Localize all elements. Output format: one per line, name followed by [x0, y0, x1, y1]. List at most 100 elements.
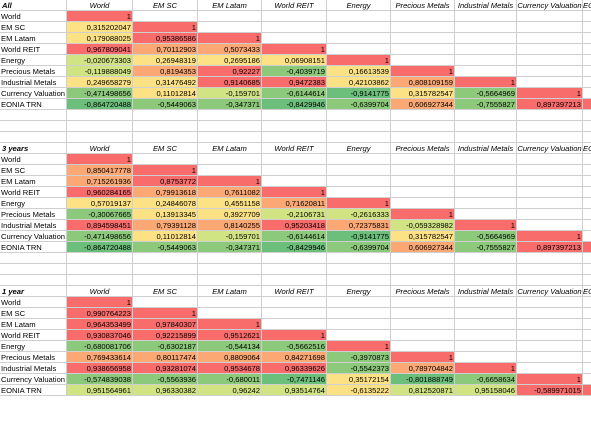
spacer-empty-cell[interactable] [0, 132, 67, 143]
correlation-cell[interactable]: 1 [583, 242, 591, 253]
correlation-cell[interactable]: -0,574839038 [67, 374, 133, 385]
correlation-cell[interactable]: 1 [583, 385, 591, 396]
empty-cell[interactable] [262, 165, 327, 176]
spacer-empty-cell[interactable] [391, 264, 455, 275]
correlation-cell[interactable]: 0,95158046 [455, 385, 517, 396]
correlation-cell[interactable]: -0,119888049 [67, 66, 133, 77]
column-header[interactable]: Energy [327, 0, 391, 11]
spacer-empty-cell[interactable] [583, 121, 591, 132]
spacer-empty-cell[interactable] [391, 121, 455, 132]
column-header[interactable]: EONIA TRN [583, 0, 591, 11]
correlation-cell[interactable]: -0,6135222 [327, 385, 391, 396]
empty-cell[interactable] [583, 176, 591, 187]
empty-cell[interactable] [455, 165, 517, 176]
spacer-empty-cell[interactable] [327, 253, 391, 264]
correlation-cell[interactable]: 0,808109159 [391, 77, 455, 88]
correlation-cell[interactable]: -0,8429946 [262, 99, 327, 110]
correlation-cell[interactable]: 1 [198, 33, 262, 44]
empty-cell[interactable] [455, 352, 517, 363]
correlation-cell[interactable]: 0,951564961 [67, 385, 133, 396]
spacer-empty-cell[interactable] [262, 253, 327, 264]
empty-cell[interactable] [327, 308, 391, 319]
spacer-empty-cell[interactable] [391, 253, 455, 264]
correlation-cell[interactable]: 1 [327, 341, 391, 352]
spacer-empty-cell[interactable] [517, 132, 583, 143]
empty-cell[interactable] [517, 363, 583, 374]
correlation-cell[interactable]: 0,9534678 [198, 363, 262, 374]
empty-cell[interactable] [391, 11, 455, 22]
correlation-cell[interactable]: 0,57019137 [67, 198, 133, 209]
empty-cell[interactable] [583, 77, 591, 88]
empty-cell[interactable] [198, 154, 262, 165]
empty-cell[interactable] [327, 11, 391, 22]
correlation-cell[interactable]: 0,4551158 [198, 198, 262, 209]
spacer-empty-cell[interactable] [455, 253, 517, 264]
empty-cell[interactable] [517, 198, 583, 209]
empty-cell[interactable] [583, 220, 591, 231]
empty-cell[interactable] [455, 44, 517, 55]
correlation-cell[interactable]: 0,8753772 [133, 176, 198, 187]
correlation-cell[interactable]: 0,715261936 [67, 176, 133, 187]
empty-cell[interactable] [391, 22, 455, 33]
correlation-cell[interactable]: -0,347371 [198, 242, 262, 253]
correlation-cell[interactable]: 1 [67, 11, 133, 22]
correlation-cell[interactable]: 0,812520871 [391, 385, 455, 396]
row-label[interactable]: Currency Valuation [0, 88, 67, 99]
column-header[interactable]: Industrial Metals [455, 0, 517, 11]
section-title[interactable]: All [0, 0, 67, 11]
correlation-cell[interactable]: 0,79391128 [133, 220, 198, 231]
correlation-cell[interactable]: 0,42103862 [327, 77, 391, 88]
column-header[interactable]: Precious Metals [391, 143, 455, 154]
row-label[interactable]: Energy [0, 198, 67, 209]
correlation-cell[interactable]: 0,96330382 [133, 385, 198, 396]
correlation-cell[interactable]: 0,95203418 [262, 220, 327, 231]
spacer-empty-cell[interactable] [583, 110, 591, 121]
empty-cell[interactable] [455, 297, 517, 308]
correlation-cell[interactable]: -0,5664969 [455, 88, 517, 99]
spacer-empty-cell[interactable] [517, 253, 583, 264]
correlation-cell[interactable]: 1 [198, 176, 262, 187]
correlation-cell[interactable]: 1 [327, 55, 391, 66]
correlation-cell[interactable]: 0,249658279 [67, 77, 133, 88]
correlation-cell[interactable]: 0,84271698 [262, 352, 327, 363]
row-label[interactable]: EONIA TRN [0, 99, 67, 110]
spacer-empty-cell[interactable] [198, 264, 262, 275]
row-label[interactable]: Precious Metals [0, 352, 67, 363]
spacer-empty-cell[interactable] [198, 253, 262, 264]
correlation-cell[interactable]: -0,5449063 [133, 99, 198, 110]
correlation-cell[interactable]: 0,11012814 [133, 88, 198, 99]
empty-cell[interactable] [517, 330, 583, 341]
empty-cell[interactable] [583, 330, 591, 341]
empty-cell[interactable] [583, 187, 591, 198]
section-title[interactable]: 3 years [0, 143, 67, 154]
correlation-cell[interactable]: 0,789704842 [391, 363, 455, 374]
empty-cell[interactable] [391, 341, 455, 352]
empty-cell[interactable] [198, 297, 262, 308]
correlation-cell[interactable]: 0,8809064 [198, 352, 262, 363]
empty-cell[interactable] [391, 330, 455, 341]
empty-cell[interactable] [583, 154, 591, 165]
correlation-cell[interactable]: 0,24846078 [133, 198, 198, 209]
correlation-cell[interactable]: 1 [391, 352, 455, 363]
empty-cell[interactable] [327, 154, 391, 165]
correlation-cell[interactable]: 0,71620811 [262, 198, 327, 209]
empty-cell[interactable] [455, 176, 517, 187]
correlation-cell[interactable]: 0,315782547 [391, 88, 455, 99]
spacer-empty-cell[interactable] [391, 132, 455, 143]
empty-cell[interactable] [517, 165, 583, 176]
correlation-cell[interactable]: 0,179088025 [67, 33, 133, 44]
correlation-cell[interactable]: 0,72375831 [327, 220, 391, 231]
empty-cell[interactable] [583, 319, 591, 330]
correlation-cell[interactable]: 0,11012814 [133, 231, 198, 242]
correlation-cell[interactable]: 0,2695186 [198, 55, 262, 66]
correlation-cell[interactable]: 0,7611082 [198, 187, 262, 198]
correlation-cell[interactable]: -0,2106731 [262, 209, 327, 220]
correlation-cell[interactable]: 0,960284165 [67, 187, 133, 198]
spacer-empty-cell[interactable] [327, 121, 391, 132]
column-header[interactable]: World [67, 286, 133, 297]
spacer-empty-cell[interactable] [262, 275, 327, 286]
row-label[interactable]: EM Latam [0, 33, 67, 44]
empty-cell[interactable] [327, 319, 391, 330]
spacer-empty-cell[interactable] [198, 121, 262, 132]
spacer-empty-cell[interactable] [262, 264, 327, 275]
